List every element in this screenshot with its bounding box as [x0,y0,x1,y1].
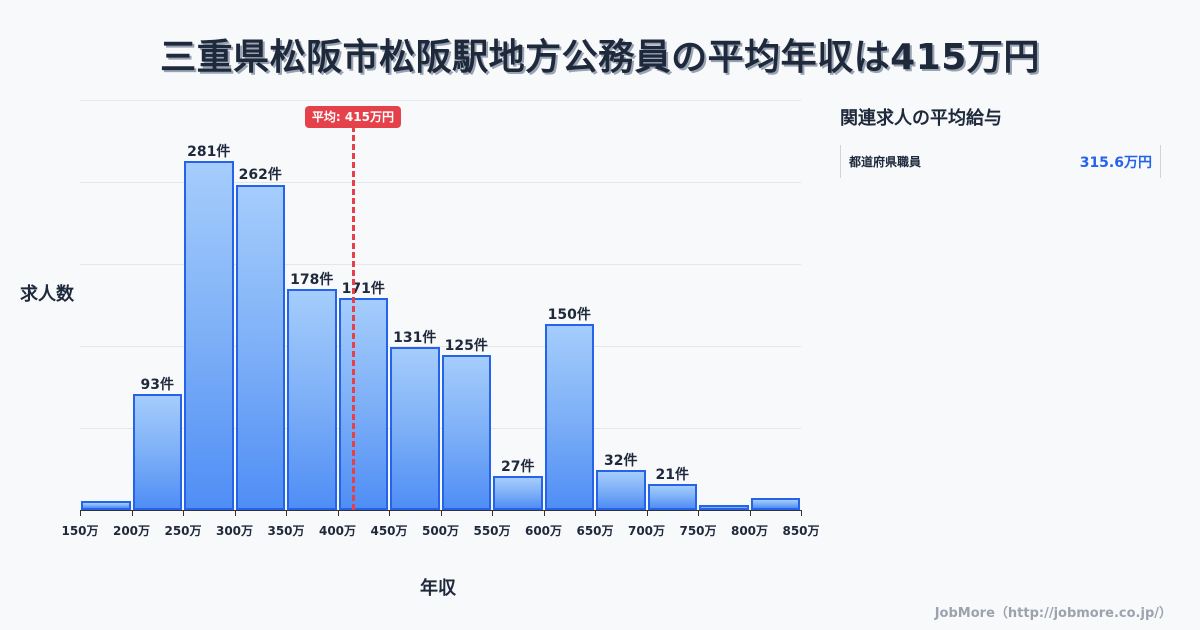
footer-credit: JobMore（http://jobmore.co.jp/） [934,606,1172,621]
y-axis-label: 求人数 [20,284,74,305]
bar-value-label: 281件 [187,143,231,160]
histogram-bar [184,160,234,510]
x-tick [80,510,81,516]
page-title: 三重県松阪市松阪駅地方公務員の平均年収は415万円 [160,37,1040,78]
x-tick-label: 850万 [782,524,820,538]
x-tick-label: 200万 [112,524,151,538]
x-tick-label: 600万 [524,524,563,538]
x-tick [389,510,390,516]
x-tick [698,510,699,516]
x-tick-label: 650万 [576,524,614,538]
bar-value-label: 262件 [238,167,282,184]
histogram-bar [132,394,182,510]
x-tick [234,510,236,516]
histogram-bar [750,497,800,510]
related-job-name: 都道府県職員 [849,155,922,169]
x-tick [131,510,133,516]
mean-line [351,126,355,510]
x-axis-label: 年収 [420,578,456,599]
histogram-bar [699,505,749,510]
x-tick-label: 350万 [267,524,305,538]
histogram-bar [596,470,646,510]
related-job-salary: 315.6万円 [1079,154,1152,171]
x-tick-label: 400万 [318,524,357,538]
x-tick [543,510,545,516]
x-tick-label: 550万 [473,524,511,538]
related-salary-row: 都道府県職員 315.6万円 [840,145,1161,178]
histogram-bar [441,354,491,510]
histogram-bar [338,297,388,510]
histogram-bar [544,323,594,510]
x-tick-label: 450万 [370,524,408,538]
x-tick [440,510,442,516]
histogram-bar [81,501,131,510]
bar-value-label: 178件 [290,271,334,288]
bar-value-label: 93件 [140,377,174,394]
gridline [80,346,801,347]
x-tick-label: 750万 [679,524,717,538]
x-tick [801,510,802,516]
gridline [80,264,801,265]
x-tick [337,510,339,516]
bar-value-label: 32件 [604,453,638,470]
x-tick-label: 250万 [164,524,202,538]
gridline [80,428,801,429]
bar-value-label: 131件 [393,330,437,347]
x-tick [183,510,184,516]
x-tick-label: 700万 [627,524,666,538]
bar-value-label: 125件 [444,337,488,354]
bar-value-label: 27件 [501,459,535,476]
histogram-bar [493,476,543,510]
x-tick [646,510,648,516]
histogram-bar [287,288,337,510]
x-tick-label: 500万 [421,524,460,538]
x-tick [286,510,287,516]
x-tick [749,510,751,516]
related-salary-title: 関連求人の平均給与 [840,108,1002,129]
bar-value-label: 21件 [655,466,689,483]
histogram-bar [235,184,285,510]
histogram-bar [647,483,697,510]
gridline [80,100,801,101]
histogram-bar [390,347,440,510]
x-tick-label: 800万 [730,524,769,538]
x-tick-label: 300万 [215,524,254,538]
bar-value-label: 171件 [341,280,385,297]
mean-badge: 平均: 415万円 [304,106,401,128]
bar-value-label: 150件 [547,306,591,323]
x-tick [492,510,493,516]
gridline [80,182,801,183]
x-tick [595,510,596,516]
histogram-plot: 93件 281件 262件 178件 171件 131件 125件 27件 150件 32件 21件 [80,100,801,510]
x-tick-label: 150万 [61,524,99,538]
